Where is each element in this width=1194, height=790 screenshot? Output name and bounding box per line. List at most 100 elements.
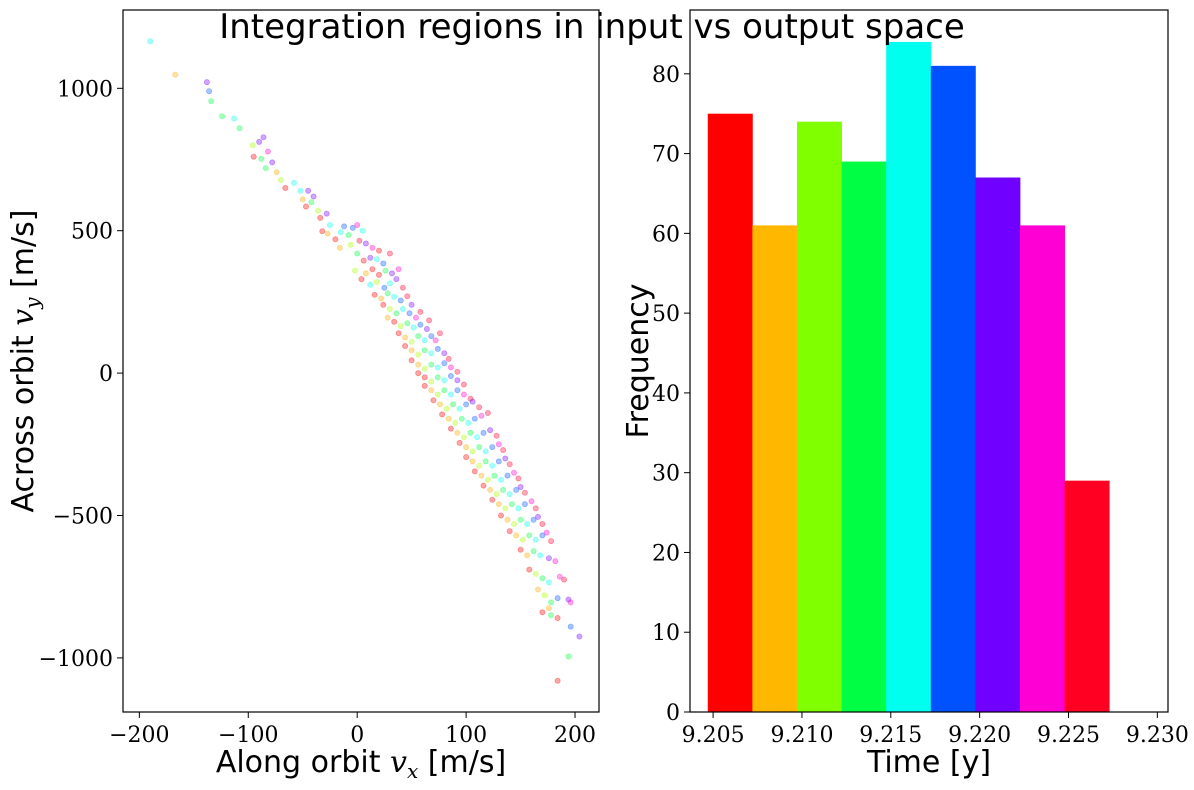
scatter-point bbox=[349, 224, 356, 231]
scatter-point bbox=[519, 536, 526, 543]
scatter-point bbox=[371, 291, 378, 298]
scatter-point bbox=[500, 486, 507, 493]
scatter-point bbox=[324, 230, 331, 237]
histogram-x-tick-label: 9.215 bbox=[859, 723, 922, 748]
scatter-point bbox=[408, 338, 415, 345]
histogram-y-tick-label: 30 bbox=[652, 462, 680, 487]
scatter-x-ticks: −200 −100 0 100 200 bbox=[109, 712, 596, 748]
scatter-point bbox=[469, 458, 476, 465]
scatter-x-tick-label: −100 bbox=[218, 723, 278, 748]
histogram-x-tick-label: 9.220 bbox=[948, 723, 1011, 748]
scatter-point bbox=[426, 317, 433, 324]
scatter-point bbox=[567, 623, 574, 630]
scatter-point bbox=[436, 330, 443, 337]
scatter-point bbox=[441, 360, 448, 367]
scatter-point bbox=[487, 427, 494, 434]
scatter-point bbox=[565, 596, 572, 603]
scatter-point bbox=[545, 555, 552, 562]
scatter-axes-frame bbox=[122, 9, 600, 713]
scatter-point bbox=[415, 370, 422, 377]
scatter-point bbox=[408, 357, 415, 364]
scatter-point bbox=[530, 516, 537, 523]
scatter-point bbox=[397, 323, 404, 330]
scatter-point bbox=[402, 342, 409, 349]
scatter-point bbox=[460, 391, 467, 398]
scatter-point bbox=[532, 505, 539, 512]
scatter-x-tick-label: 200 bbox=[554, 723, 596, 748]
scatter-point bbox=[236, 125, 243, 132]
scatter-point bbox=[337, 229, 344, 236]
scatter-point bbox=[249, 142, 256, 149]
scatter-point bbox=[380, 301, 387, 308]
scatter-point bbox=[404, 320, 411, 327]
scatter-point bbox=[495, 501, 502, 508]
scatter-point bbox=[384, 314, 391, 321]
scatter-point bbox=[395, 330, 402, 337]
scatter-point bbox=[421, 382, 428, 389]
scatter-point bbox=[556, 573, 563, 580]
scatter-point bbox=[535, 586, 542, 593]
histogram-x-ticks: 9.205 9.210 9.215 9.220 9.225 9.230 bbox=[682, 712, 1189, 748]
scatter-point bbox=[456, 439, 463, 446]
scatter-point bbox=[406, 310, 413, 317]
scatter-point bbox=[476, 444, 483, 451]
scatter-point bbox=[231, 115, 238, 122]
scatter-y-tick-label: −1000 bbox=[39, 647, 113, 672]
scatter-point bbox=[434, 391, 441, 398]
histogram-bar bbox=[886, 41, 932, 713]
scatter-point bbox=[465, 419, 472, 426]
scatter-point bbox=[548, 538, 555, 545]
histogram-x-tick-label: 9.230 bbox=[1126, 723, 1189, 748]
scatter-point bbox=[428, 333, 435, 340]
scatter-point bbox=[336, 244, 343, 251]
scatter-point bbox=[441, 377, 448, 384]
scatter-point bbox=[399, 305, 406, 312]
scatter-point bbox=[447, 391, 454, 398]
scatter-point bbox=[565, 653, 572, 660]
scatter-point bbox=[273, 169, 280, 176]
histogram-y-tick-label: 0 bbox=[666, 701, 680, 726]
scatter-point bbox=[504, 516, 511, 523]
scatter-point bbox=[524, 521, 531, 528]
scatter-point bbox=[332, 236, 339, 243]
scatter-point bbox=[408, 347, 415, 354]
scatter-point bbox=[367, 281, 374, 288]
scatter-point bbox=[430, 397, 437, 404]
scatter-point bbox=[548, 612, 555, 619]
scatter-point bbox=[482, 448, 489, 455]
scatter-point bbox=[299, 196, 306, 203]
scatter-point bbox=[359, 227, 366, 234]
scatter-point bbox=[554, 595, 561, 602]
scatter-point bbox=[417, 321, 424, 328]
scatter-point bbox=[471, 468, 478, 475]
scatter-point bbox=[369, 244, 376, 251]
scatter-point bbox=[506, 461, 513, 468]
scatter-point bbox=[434, 374, 441, 381]
scatter-point bbox=[421, 365, 428, 372]
scatter-point bbox=[264, 148, 271, 155]
scatter-point bbox=[449, 401, 456, 408]
scatter-point bbox=[489, 444, 496, 451]
scatter-point bbox=[308, 199, 315, 206]
scatter-point bbox=[482, 458, 489, 465]
scatter-point bbox=[351, 267, 358, 274]
scatter-point bbox=[256, 138, 263, 145]
scatter-point bbox=[515, 505, 522, 512]
scatter-point bbox=[391, 318, 398, 325]
scatter-point bbox=[436, 401, 443, 408]
scatter-point bbox=[460, 381, 467, 388]
histogram-bar bbox=[707, 113, 753, 712]
scatter-point bbox=[386, 250, 393, 257]
scatter-point bbox=[506, 528, 513, 535]
scatter-point bbox=[397, 297, 404, 304]
scatter-point bbox=[502, 505, 509, 512]
scatter-point bbox=[552, 558, 559, 565]
scatter-point bbox=[471, 415, 478, 422]
scatter-point bbox=[530, 548, 537, 555]
scatter-point bbox=[373, 256, 380, 263]
scatter-point bbox=[314, 207, 321, 214]
scatter-point bbox=[402, 334, 409, 341]
scatter-point bbox=[445, 415, 452, 422]
scatter-point bbox=[382, 267, 389, 274]
